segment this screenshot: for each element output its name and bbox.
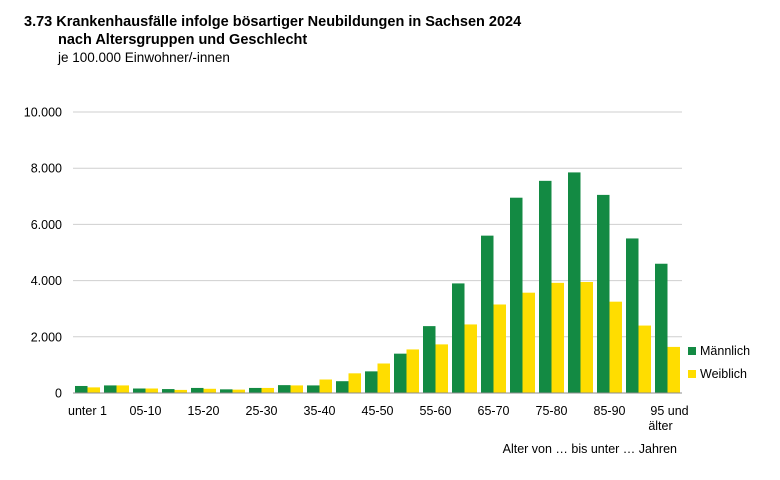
- legend-label: Männlich: [700, 344, 750, 358]
- x-tick-label: 05-10: [130, 404, 162, 418]
- y-tick-label: 4.000: [31, 274, 62, 288]
- bar-weiblich: [116, 385, 129, 393]
- bar-m-nnlich: [655, 263, 668, 393]
- chart-title-text: Krankenhausfälle infolge bösartiger Neub…: [56, 14, 522, 30]
- bar-weiblich: [522, 292, 535, 393]
- x-tick-label: 15-20: [188, 404, 220, 418]
- bar-m-nnlich: [133, 388, 146, 393]
- x-tick-label: 75-80: [536, 404, 568, 418]
- bar-weiblich: [464, 324, 477, 393]
- bar-m-nnlich: [249, 387, 262, 393]
- bar-weiblich: [667, 346, 680, 393]
- chart-title-block: 3.73 Krankenhausfälle infolge bösartiger…: [24, 13, 764, 66]
- bar-m-nnlich: [510, 197, 523, 393]
- bar-weiblich: [319, 379, 332, 393]
- x-tick-label: 65-70: [478, 404, 510, 418]
- bar-weiblich: [203, 388, 216, 393]
- legend-label: Weiblich: [700, 367, 747, 381]
- bar-weiblich: [377, 363, 390, 393]
- y-tick-label: 8.000: [31, 162, 62, 176]
- bar-m-nnlich: [191, 387, 204, 393]
- bar-m-nnlich: [423, 326, 436, 393]
- x-tick-label: 55-60: [420, 404, 452, 418]
- bar-m-nnlich: [220, 389, 233, 393]
- x-tick-label: 95 und älter: [648, 404, 688, 433]
- bar-m-nnlich: [539, 180, 552, 393]
- chart-title-line-1: 3.73 Krankenhausfälle infolge bösartiger…: [24, 13, 764, 31]
- bar-weiblich: [348, 373, 361, 393]
- bar-weiblich: [580, 282, 593, 393]
- bar-weiblich: [232, 389, 245, 393]
- bars: [75, 172, 680, 393]
- bar-m-nnlich: [75, 385, 88, 393]
- x-tick-label: 85-90: [594, 404, 626, 418]
- bar-weiblich: [551, 282, 564, 393]
- bar-m-nnlich: [307, 385, 320, 393]
- bar-weiblich: [435, 344, 448, 393]
- y-tick-label: 6.000: [31, 218, 62, 232]
- y-tick-label: 2.000: [31, 330, 62, 344]
- chart-title-line-2: nach Altersgruppen und Geschlecht: [58, 32, 308, 48]
- chart-subtitle: je 100.000 Einwohner/-innen: [58, 50, 230, 65]
- chart-number: 3.73: [24, 14, 53, 30]
- bar-weiblich: [261, 387, 274, 393]
- bar-m-nnlich: [104, 385, 117, 393]
- bar-weiblich: [493, 304, 506, 393]
- bar-weiblich: [609, 301, 622, 393]
- legend: Männlich Weiblich: [688, 344, 750, 381]
- bar-weiblich: [145, 388, 158, 393]
- bar-weiblich: [638, 325, 651, 393]
- bar-m-nnlich: [278, 385, 291, 393]
- bar-m-nnlich: [162, 389, 175, 393]
- bar-m-nnlich: [365, 371, 378, 393]
- bar-m-nnlich: [597, 194, 610, 393]
- bar-weiblich: [174, 389, 187, 393]
- bar-m-nnlich: [336, 381, 349, 393]
- x-tick-label: 35-40: [304, 404, 336, 418]
- x-tick-label: unter 1: [68, 404, 107, 418]
- x-axis-title: Alter von … bis unter … Jahren: [503, 442, 677, 456]
- legend-swatch: [688, 347, 696, 355]
- bar-weiblich: [406, 349, 419, 393]
- bar-m-nnlich: [568, 172, 581, 393]
- x-tick-label: 25-30: [246, 404, 278, 418]
- y-axis-tick-labels: 0 2.000 4.000 6.000 8.000 10.000: [24, 106, 62, 401]
- bar-m-nnlich: [626, 238, 639, 393]
- y-tick-label: 10.000: [24, 106, 62, 120]
- x-axis-tick-labels: unter 1 05-10 15-20 25-30 35-40 45-50 55-60 65-…: [68, 404, 689, 433]
- bar-weiblich: [290, 385, 303, 393]
- bar-weiblich: [87, 387, 100, 393]
- bar-m-nnlich: [481, 235, 494, 393]
- x-tick-label: 45-50: [362, 404, 394, 418]
- bar-m-nnlich: [394, 353, 407, 393]
- legend-swatch: [688, 370, 696, 378]
- bar-m-nnlich: [452, 283, 465, 393]
- y-tick-label: 0: [55, 387, 62, 401]
